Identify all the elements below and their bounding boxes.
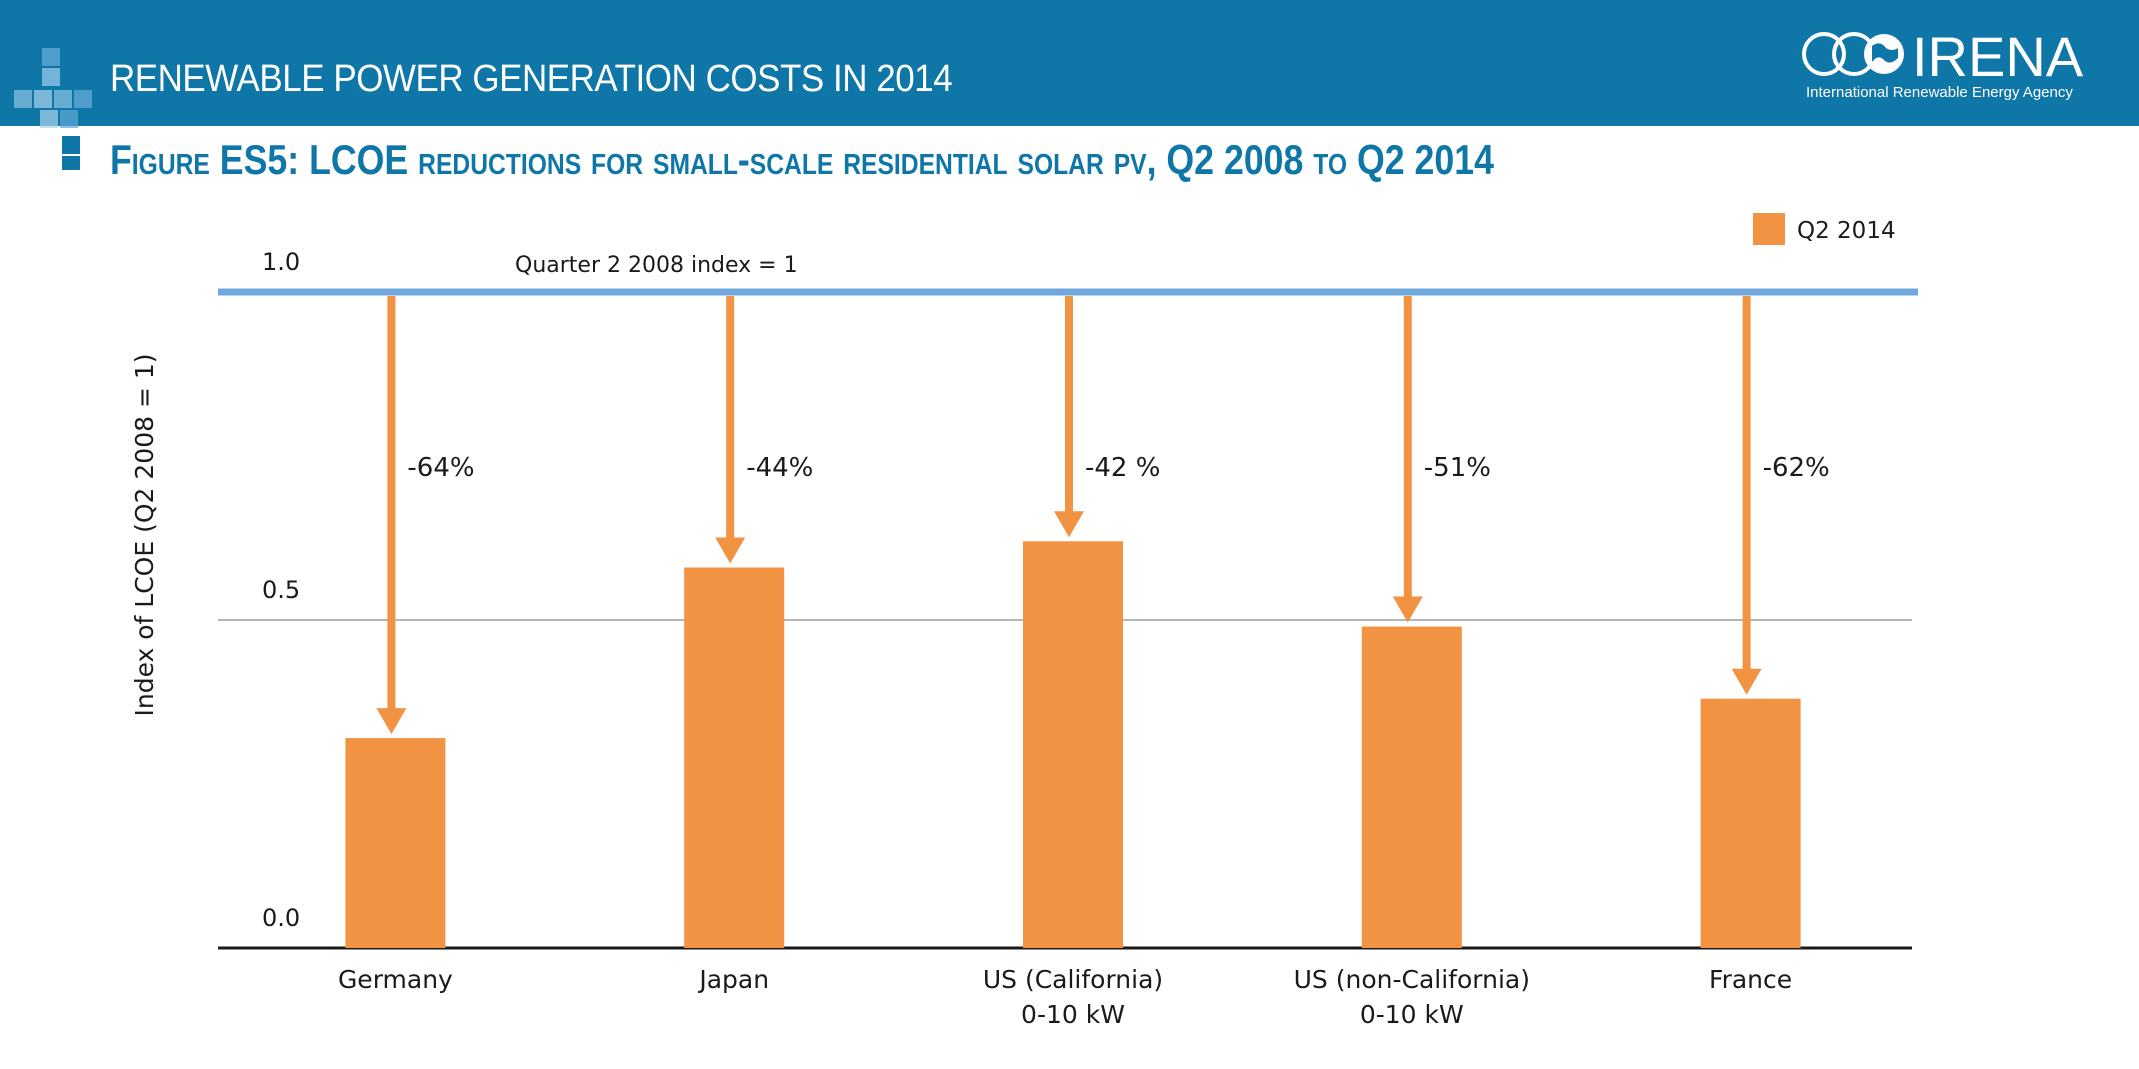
y-tick-label: 0.5 [262, 576, 300, 604]
globe-logo-icon [1802, 32, 1904, 76]
x-tick-label: France [1709, 965, 1792, 994]
report-title: RENEWABLE POWER GENERATION COSTS IN 2014 [110, 58, 953, 100]
bar [1700, 698, 1801, 948]
y-tick-label: 0.0 [262, 904, 300, 932]
reduction-label: -51% [1424, 453, 1491, 483]
arrow-head [1392, 596, 1423, 623]
arrow-head [376, 708, 407, 735]
legend-swatch [1753, 213, 1785, 245]
x-tick-label: US (non-California) [1294, 965, 1530, 994]
logo-wordmark: IRENA [1912, 25, 2084, 88]
reduction-label: -62% [1763, 453, 1830, 483]
decorative-squares-icon [14, 48, 92, 170]
figure-title: Figure ES5: LCOE reductions for small-sc… [110, 136, 1494, 183]
reduction-label: -64% [407, 453, 474, 483]
bar [345, 738, 446, 948]
y-axis-label: Index of LCOE (Q2 2008 = 1) [130, 353, 159, 716]
y-tick-label: 1.0 [262, 248, 300, 276]
reduction-label: -44% [746, 453, 813, 483]
x-tick-label: 0-10 kW [1021, 1000, 1125, 1029]
arrow-head [715, 537, 746, 564]
reduction-label: -42 % [1085, 453, 1160, 483]
header-banner [0, 0, 2139, 126]
bar [684, 567, 785, 948]
baseline-label: Quarter 2 2008 index = 1 [515, 253, 798, 278]
bar [1361, 626, 1462, 948]
bar [1023, 541, 1123, 948]
x-tick-label: US (California) [983, 965, 1163, 994]
x-tick-label: 0-10 kW [1360, 1000, 1464, 1029]
x-tick-label: Germany [338, 965, 453, 994]
irena-logo: IRENA International Renewable Energy Age… [1800, 22, 2100, 112]
x-tick-label: Japan [697, 965, 769, 994]
arrow-head [1054, 511, 1084, 538]
legend-label: Q2 2014 [1797, 218, 1896, 244]
arrow-head [1731, 668, 1762, 695]
logo-subtitle: International Renewable Energy Agency [1806, 84, 2073, 101]
